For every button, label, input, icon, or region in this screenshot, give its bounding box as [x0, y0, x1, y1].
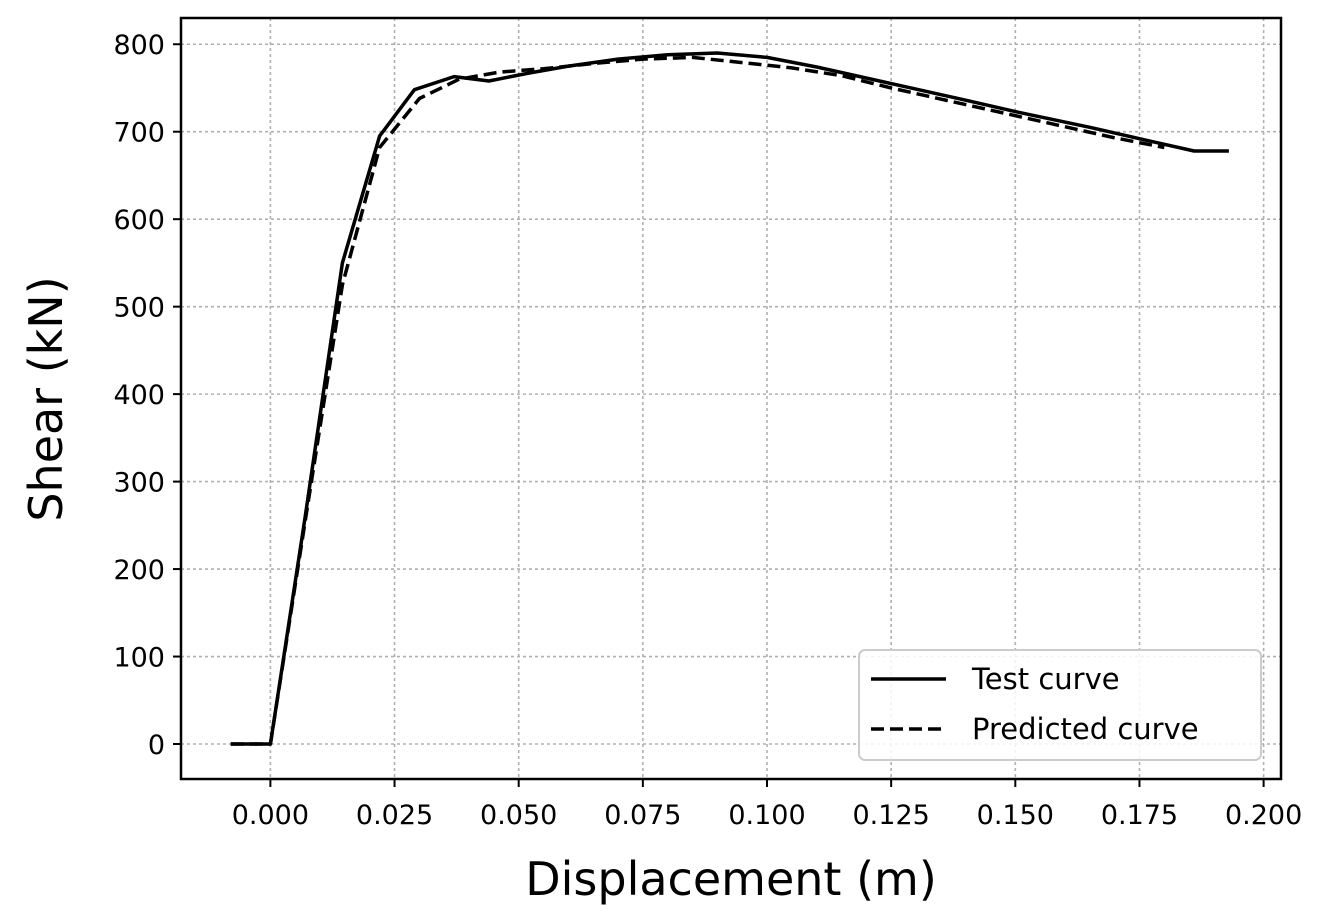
plot-frame: [179, 16, 1283, 781]
y-axis-label: Shear (kN): [19, 276, 73, 521]
tick-labels: 0.000 0.025 0.050 0.075 0.100 0.125 0.150 0.175…: [113, 30, 1302, 831]
x-tick-label: 0.000: [232, 800, 309, 831]
ticks: [173, 43, 1265, 787]
grid: [181, 18, 1281, 779]
x-tick-label: 0.150: [977, 800, 1054, 831]
y-tick-label: 300: [113, 468, 165, 499]
x-tick-label: 0.175: [1101, 800, 1178, 831]
x-tick-label: 0.025: [356, 800, 433, 831]
x-tick-label: 0.100: [728, 800, 805, 831]
legend: Test curve Predicted curve: [858, 649, 1262, 761]
y-tick-label: 0: [148, 730, 165, 761]
y-tick-label: 200: [113, 555, 165, 586]
y-tick-label: 400: [113, 380, 165, 411]
y-tick-label: 600: [113, 205, 165, 236]
x-tick-label: 0.075: [604, 800, 681, 831]
series-layer: [230, 51, 1229, 746]
y-tick-label: 100: [113, 643, 165, 674]
y-tick-label: 800: [113, 30, 165, 61]
y-tick-label: 500: [113, 293, 165, 324]
x-axis-label: Displacement (m): [525, 852, 937, 906]
series-line-test-curve: [230, 51, 1229, 746]
legend-label-test-curve: Test curve: [971, 662, 1120, 696]
y-tick-label: 700: [113, 118, 165, 149]
legend-label-predicted-curve: Predicted curve: [972, 712, 1199, 746]
x-tick-label: 0.125: [853, 800, 930, 831]
legend-box: [858, 649, 1262, 761]
x-tick-label: 0.050: [480, 800, 557, 831]
x-tick-label: 0.200: [1225, 800, 1302, 831]
series-line-predicted-curve: [230, 55, 1165, 746]
